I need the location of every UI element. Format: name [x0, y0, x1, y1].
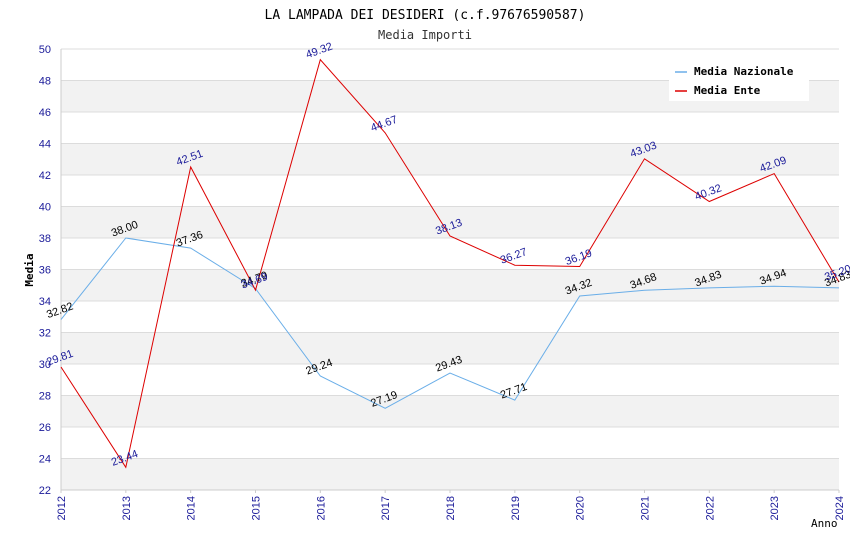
x-tick-label: 2018	[445, 496, 457, 520]
grid-band	[61, 364, 839, 396]
grid-band	[61, 143, 839, 175]
x-tick-label: 2020	[575, 496, 587, 520]
y-tick-label: 28	[39, 391, 51, 403]
x-tick-label: 2019	[510, 496, 522, 520]
y-tick-label: 50	[39, 44, 51, 56]
grid-band	[61, 269, 839, 301]
x-tick-label: 2024	[834, 496, 846, 520]
grid-band	[61, 206, 839, 238]
grid-band	[61, 332, 839, 364]
grid-band	[61, 395, 839, 427]
y-tick-label: 46	[39, 107, 51, 119]
grid-band	[61, 427, 839, 459]
x-tick-label: 2023	[769, 496, 781, 520]
y-axis-label: Media	[23, 253, 36, 286]
x-tick-label: 2013	[121, 496, 133, 520]
x-tick-label: 2017	[380, 496, 392, 520]
x-tick-label: 2015	[251, 496, 263, 520]
series-lines	[60, 58, 840, 469]
y-tick-label: 48	[39, 76, 51, 88]
y-tick-label: 32	[39, 328, 51, 340]
y-tick-label: 22	[39, 485, 51, 497]
chart-title: LA LAMPADA DEI DESIDERI (c.f.97676590587…	[265, 8, 586, 23]
legend-box	[669, 59, 809, 101]
y-tick-label: 24	[39, 454, 51, 466]
y-tick-label: 44	[39, 139, 51, 151]
x-axis-label: Anno	[811, 517, 838, 530]
x-tick-label: 2022	[704, 496, 716, 520]
grid-band	[61, 458, 839, 490]
series-line-media-ente	[60, 58, 840, 469]
grid-band	[61, 175, 839, 207]
x-tick-label: 2016	[315, 496, 327, 520]
y-tick-label: 36	[39, 265, 51, 277]
legend-label-media-ente: Media Ente	[694, 84, 761, 97]
grid-band	[61, 112, 839, 144]
y-tick-label: 38	[39, 233, 51, 245]
legend-label-media-nazionale: Media Nazionale	[694, 65, 794, 78]
y-axis-ticks: 22 24 26 28 30 32 34 36 38 40 42 44 46 48 50	[39, 44, 51, 497]
chart-subtitle: Media Importi	[378, 28, 472, 42]
x-tick-label: 2012	[56, 496, 68, 520]
grid-band	[61, 301, 839, 333]
x-axis-ticks: 2012 2013 2014 2015 2016 2017 2018 2019 2020 2021…	[56, 490, 846, 520]
grid-lines	[60, 48, 839, 491]
legend: Media Nazionale Media Ente	[669, 59, 809, 101]
y-tick-label: 42	[39, 170, 51, 182]
series-line-media-nazionale	[60, 237, 840, 409]
grid-bands	[61, 49, 839, 490]
grid-band	[61, 238, 839, 270]
y-tick-label: 30	[39, 359, 51, 371]
x-tick-label: 2021	[640, 496, 652, 520]
y-tick-label: 34	[39, 296, 51, 308]
y-tick-label: 26	[39, 422, 51, 434]
y-tick-label: 40	[39, 202, 51, 214]
x-tick-label: 2014	[186, 496, 198, 520]
